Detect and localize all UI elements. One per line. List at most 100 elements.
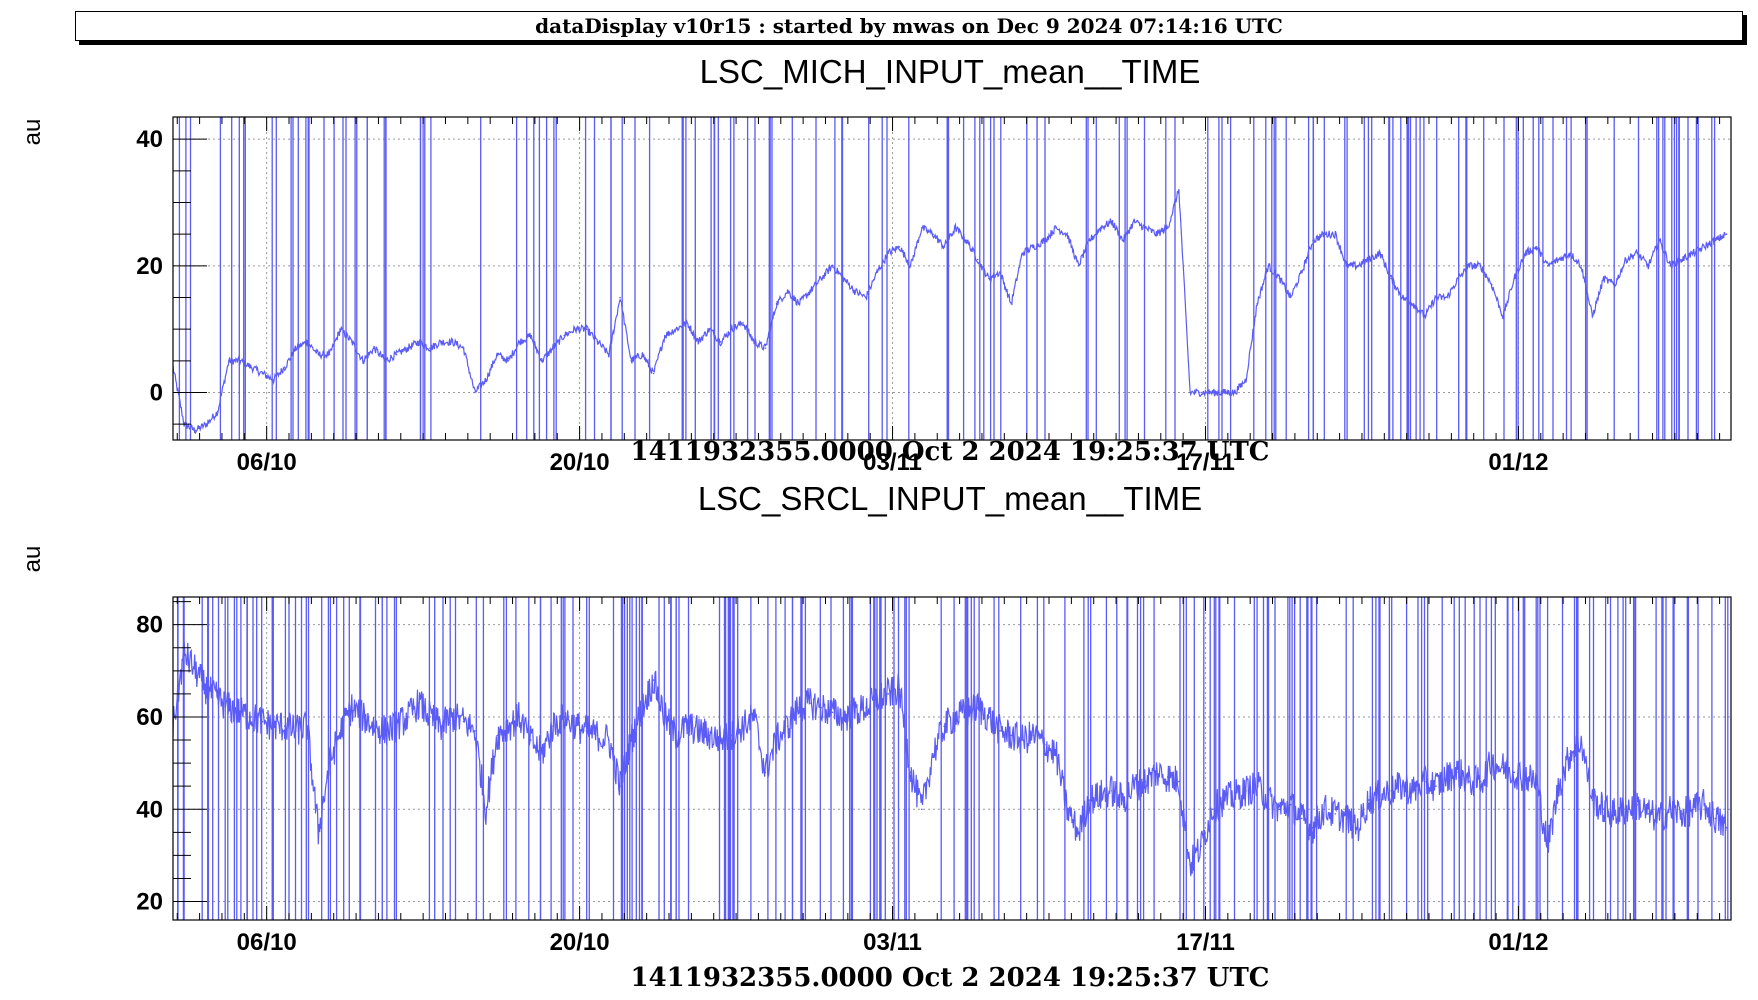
dropout-spikes-1 [177, 597, 1729, 920]
data-point-0-88 [1155, 233, 1158, 235]
x-tick-label-1-3: 17/11 [1176, 929, 1235, 956]
data-point-0-58 [820, 277, 823, 280]
data-point-1-2 [194, 670, 197, 672]
data-point-0-135 [1681, 258, 1683, 261]
data-point-1-117 [1479, 780, 1482, 783]
data-point-0-37 [585, 328, 588, 330]
data-point-0-54 [775, 303, 778, 305]
data-point-1-85 [1122, 799, 1124, 801]
data-point-0-72 [976, 258, 979, 261]
data-point-0-105 [1345, 265, 1348, 267]
data-point-0-87 [1144, 227, 1147, 229]
x-tick-label-1-2: 03/11 [863, 929, 922, 956]
data-point-0-35 [563, 334, 565, 337]
data-point-0-67 [921, 227, 923, 229]
data-point-1-79 [1055, 753, 1057, 755]
data-point-1-104 [1334, 813, 1337, 815]
data-point-0-86 [1133, 220, 1135, 223]
data-point-0-82 [1088, 239, 1091, 242]
data-point-1-41 [630, 739, 633, 741]
data-point-1-122 [1535, 780, 1538, 783]
data-point-1-53 [764, 771, 767, 774]
x-tick-label-1-4: 01/12 [1488, 929, 1548, 956]
data-point-1-14 [328, 762, 331, 764]
data-point-0-13 [317, 353, 320, 356]
data-point-1-47 [697, 730, 700, 732]
data-point-1-34 [552, 725, 554, 727]
data-point-1-16 [351, 706, 353, 709]
data-point-1-105 [1345, 817, 1348, 820]
y-tick-label-1-1: 40 [136, 796, 163, 823]
data-point-0-107 [1368, 258, 1370, 261]
data-point-0-15 [339, 328, 342, 330]
data-point-1-38 [596, 734, 599, 737]
data-point-0-12 [306, 341, 308, 343]
plot-frame-1 [172, 596, 1732, 921]
series-line-1 [173, 641, 1727, 877]
data-point-0-121 [1524, 252, 1527, 254]
data-point-1-44 [663, 716, 666, 718]
data-point-1-90 [1178, 780, 1180, 783]
data-point-1-50 [731, 734, 733, 737]
data-point-0-102 [1312, 239, 1314, 242]
data-point-0-109 [1390, 277, 1393, 280]
data-point-1-76 [1021, 739, 1024, 741]
data-point-0-99 [1278, 277, 1281, 280]
data-point-1-82 [1088, 799, 1091, 801]
data-point-1-67 [921, 808, 923, 811]
data-point-1-39 [608, 739, 610, 741]
data-point-1-30 [507, 725, 510, 727]
data-point-0-59 [831, 265, 834, 267]
data-point-0-74 [999, 271, 1001, 273]
data-point-1-133 [1658, 817, 1661, 820]
data-point-1-101 [1301, 817, 1303, 820]
data-point-0-6 [239, 360, 241, 362]
data-point-1-66 [909, 771, 912, 774]
data-point-1-139 [1725, 826, 1728, 829]
data-point-0-21 [406, 347, 409, 349]
data-point-0-130 [1625, 258, 1627, 261]
data-point-0-76 [1021, 252, 1024, 254]
data-point-0-30 [507, 360, 510, 362]
data-point-1-107 [1368, 799, 1370, 801]
data-point-0-91 [1189, 391, 1191, 394]
data-point-0-38 [596, 341, 599, 343]
data-point-0-65 [898, 246, 901, 248]
data-point-0-41 [630, 360, 633, 362]
data-point-0-47 [697, 341, 700, 343]
data-point-1-58 [820, 706, 823, 709]
x-tick-label-0-2: 03/11 [863, 449, 922, 476]
data-point-0-5 [228, 360, 230, 362]
data-point-0-83 [1099, 227, 1102, 229]
data-point-1-127 [1591, 799, 1594, 801]
data-point-1-84 [1111, 790, 1113, 792]
data-point-1-113 [1435, 785, 1437, 787]
data-point-1-99 [1278, 808, 1281, 811]
data-point-0-56 [798, 303, 800, 305]
x-tick-label-0-4: 01/12 [1488, 449, 1548, 476]
data-point-0-18 [373, 347, 375, 349]
data-point-1-56 [798, 706, 800, 709]
data-point-1-32 [529, 739, 532, 741]
data-point-0-128 [1602, 277, 1605, 280]
data-point-0-90 [1178, 189, 1180, 191]
data-point-0-62 [865, 296, 867, 299]
plot-title-2: LSC_SRCL_INPUT_mean__TIME [697, 480, 1203, 517]
data-point-1-126 [1580, 739, 1583, 741]
data-point-1-132 [1647, 813, 1650, 815]
axes-1: 20 40 60 80 06/10 20/10 03/11 17/11 01/12 [136, 596, 1732, 956]
data-point-0-7 [250, 366, 253, 368]
x-tick-label-0-3: 17/11 [1176, 449, 1235, 476]
data-point-0-95 [1233, 391, 1236, 394]
data-point-0-23 [429, 347, 431, 349]
data-point-1-91 [1189, 863, 1191, 866]
data-point-0-81 [1077, 265, 1080, 267]
data-point-0-24 [440, 341, 443, 343]
data-point-1-26 [462, 720, 465, 723]
data-point-1-98 [1267, 799, 1270, 801]
data-point-0-8 [261, 372, 264, 375]
data-point-0-97 [1256, 303, 1258, 305]
data-point-1-87 [1144, 780, 1147, 783]
data-point-0-51 [742, 322, 744, 324]
data-point-0-9 [272, 379, 275, 381]
